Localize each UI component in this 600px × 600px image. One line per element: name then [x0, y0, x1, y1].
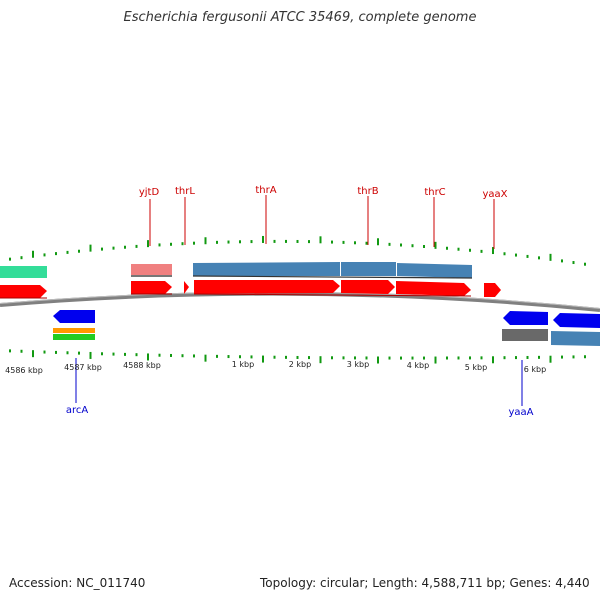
- scale-label-4586kbp: 4586 kbp: [5, 366, 43, 375]
- scale-label-5kbp: 5 kbp: [465, 363, 487, 372]
- outer-ruler-ticks: [9, 235, 586, 266]
- scale-label-4587kbp: 4587 kbp: [64, 363, 102, 372]
- gene-label-yjtD: yjtD: [139, 187, 160, 198]
- pseudogene-reverse: [502, 329, 548, 341]
- scale-label-1kbp: 1 kbp: [232, 360, 254, 369]
- gene-label-thrB: thrB: [357, 186, 378, 197]
- cds-arrow-reverse-right: [553, 313, 600, 328]
- scale-label-6kbp: 6 kbp: [524, 365, 546, 374]
- cds-arrow-thrB: [341, 280, 395, 294]
- gene-row-shadow: [192, 275, 473, 279]
- cds-arrow-yaaA-reverse: [503, 311, 548, 325]
- cds-arrow-thrL: [184, 281, 189, 294]
- cds-arrow-yaaX: [484, 283, 501, 297]
- forward-label-lines: [149, 195, 495, 249]
- misc-feature-green: [53, 334, 95, 340]
- inner-ruler-ticks: [9, 349, 586, 364]
- scale-label-4kbp: 4 kbp: [407, 361, 429, 370]
- reverse-label-lines: [75, 358, 523, 406]
- cds-arrow-yjtD: [131, 281, 172, 294]
- accession-label: Accession: NC_011740: [9, 576, 146, 590]
- genome-title: Escherichia fergusonii ATCC 35469, compl…: [123, 10, 477, 25]
- cds-arrow-thrC: [396, 281, 471, 296]
- gene-label-thrC: thrC: [424, 187, 445, 198]
- scale-label-3kbp: 3 kbp: [347, 360, 369, 369]
- scale-label-2kbp: 2 kbp: [289, 360, 311, 369]
- gene-label-arcA: arcA: [66, 405, 89, 416]
- genome-summary-label: Topology: circular; Length: 4,588,711 bp…: [260, 576, 590, 590]
- gene-teal-forward: [0, 266, 47, 278]
- genome-backbone: [0, 291, 600, 312]
- gene-label-thrL: thrL: [175, 186, 195, 197]
- gene-thrB-forward: [341, 262, 396, 276]
- gene-reverse-right: [551, 331, 600, 346]
- pseudogene-yjtD-shadow: [131, 275, 172, 277]
- gene-thrA-forward: [193, 262, 340, 276]
- cds-arrow-thrA: [194, 280, 340, 294]
- gene-label-thrA: thrA: [255, 185, 276, 196]
- misc-feature-orange: [53, 328, 95, 333]
- scale-label-4588kbp: 4588 kbp: [123, 361, 161, 370]
- gene-label-yaaX: yaaX: [482, 189, 507, 200]
- pseudogene-yjtD: [131, 264, 172, 276]
- cds-arrow-arcA-reverse: [53, 310, 95, 323]
- gene-label-yaaA: yaaA: [508, 407, 533, 418]
- cds-shadow: [0, 293, 472, 299]
- cds-arrow-forward-left: [0, 285, 47, 298]
- gene-thrC-forward: [397, 263, 472, 278]
